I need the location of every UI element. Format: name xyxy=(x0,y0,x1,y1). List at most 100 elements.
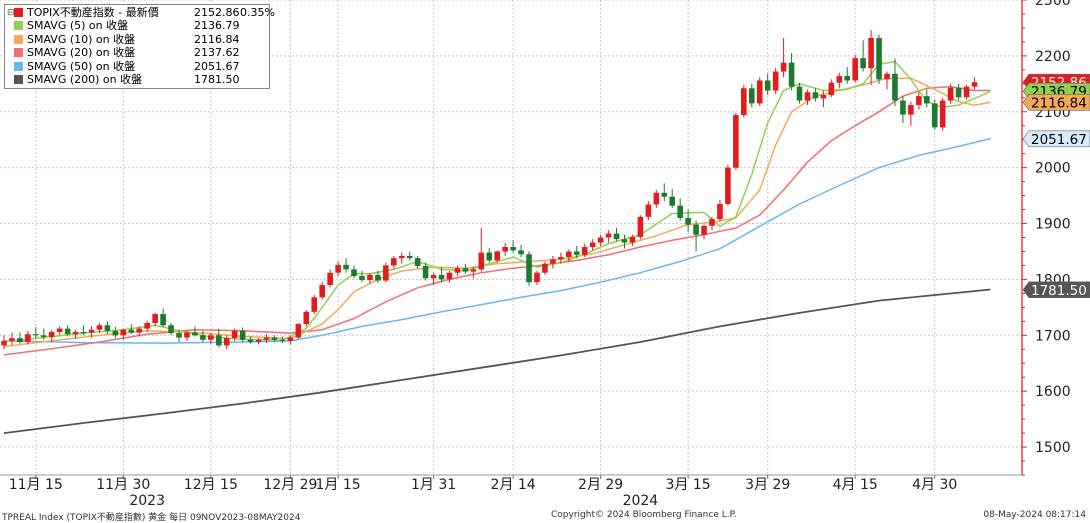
candle-body xyxy=(462,268,469,272)
x-tick-label: 2月 14 xyxy=(491,477,536,493)
candle-body xyxy=(717,203,723,220)
candle-body xyxy=(494,251,501,261)
candle-body xyxy=(764,80,771,91)
candle-body xyxy=(581,247,588,255)
candle-body xyxy=(390,258,397,266)
candle-body xyxy=(534,272,540,283)
candle-body xyxy=(33,334,39,336)
footer-copyright: Copyright© 2024 Bloomberg Finance L.P. xyxy=(551,510,737,520)
candle-body xyxy=(931,103,938,128)
candle-body xyxy=(335,264,341,273)
candle-body xyxy=(828,82,835,95)
candle-body xyxy=(637,216,644,237)
candle-body xyxy=(542,263,548,273)
x-tick-label: 1月 31 xyxy=(411,477,456,493)
legend-item-sma200[interactable]: SMAVG (200) on 收盤 1781.50 xyxy=(8,73,266,86)
legend-value: 2152.86 xyxy=(194,6,240,19)
candle-body xyxy=(526,254,532,283)
footer-timestamp: 08-May-2024 08:17:14 xyxy=(983,510,1086,520)
legend-item-sma20[interactable]: SMAVG (20) on 收盤 2137.62 xyxy=(8,46,266,59)
legend-label: SMAVG (10) on 收盤 xyxy=(27,32,136,46)
legend-swatch xyxy=(14,48,23,58)
legend-value: 2136.79 xyxy=(194,19,240,33)
candle-body xyxy=(144,323,150,329)
candle-body xyxy=(454,268,461,273)
candle-body xyxy=(701,225,707,235)
candle-body xyxy=(263,337,270,340)
candle-body xyxy=(48,331,55,337)
candle-body xyxy=(804,92,811,101)
legend-swatch xyxy=(14,61,23,71)
price-tag: 1781.50 xyxy=(1022,281,1090,299)
candle-body xyxy=(613,233,620,240)
candle-body xyxy=(1,340,7,346)
candle-body xyxy=(112,330,119,336)
candle-body xyxy=(120,329,127,336)
candle-body xyxy=(955,87,962,98)
legend-item-price[interactable]: ⊟ TOPIX不動産指数 - 最新價 2152.86 0.35% xyxy=(7,6,275,19)
sma200-line xyxy=(3,288,991,434)
x-tick-label: 3月 29 xyxy=(745,477,790,493)
candle-body xyxy=(327,272,333,285)
candle-body xyxy=(343,264,349,270)
candle-body xyxy=(518,250,524,255)
year-label: 2024 xyxy=(623,493,659,509)
sma20-line xyxy=(3,85,991,356)
chart-legend[interactable]: ⊟ TOPIX不動産指数 - 最新價 2152.86 0.35% SMAVG (5) o… xyxy=(4,4,275,90)
price-tag-box xyxy=(1022,130,1090,148)
x-tick-label: 11月 15 xyxy=(9,477,63,493)
candle-body xyxy=(685,217,691,225)
legend-label: SMAVG (5) on 收盤 xyxy=(27,19,129,33)
candle-body xyxy=(796,86,803,101)
candle-body xyxy=(860,58,866,69)
candle-body xyxy=(947,87,954,101)
candle-body xyxy=(788,62,795,87)
candle-body xyxy=(916,96,922,106)
candle-body xyxy=(645,204,652,217)
collapse-icon[interactable]: ⊟ xyxy=(7,8,15,18)
candle-body xyxy=(287,337,294,341)
legend-label: SMAVG (200) on 收盤 xyxy=(27,72,143,86)
x-tick-label: 1月 15 xyxy=(316,477,361,493)
candle-body xyxy=(669,196,676,206)
candle-body xyxy=(923,96,930,104)
candle-body xyxy=(589,242,596,247)
candle-body xyxy=(383,265,389,281)
candle-body xyxy=(271,337,278,340)
candle-body xyxy=(884,73,890,80)
candle-body xyxy=(279,339,286,341)
candle-body xyxy=(780,62,787,72)
year-label: 2023 xyxy=(129,493,165,509)
candle-body xyxy=(661,192,668,197)
candle-body xyxy=(17,338,23,342)
candle-body xyxy=(96,325,103,330)
candle-body xyxy=(359,276,365,280)
legend-value: 2051.67 xyxy=(194,59,240,73)
candle-body xyxy=(725,167,731,204)
legend-item-sma5[interactable]: SMAVG (5) on 收盤 2136.79 xyxy=(8,19,266,32)
candle-body xyxy=(470,269,477,272)
candle-body xyxy=(653,192,660,205)
candle-body xyxy=(852,58,858,81)
candle-body xyxy=(748,88,755,104)
price-tag-box xyxy=(1022,281,1090,299)
candle-body xyxy=(136,328,143,333)
candle-body xyxy=(486,252,493,261)
moving-average-lines xyxy=(3,60,991,434)
y-tick-label: 1900 xyxy=(1035,217,1071,233)
candle-body xyxy=(255,339,262,342)
candle-body xyxy=(319,285,325,298)
candle-body xyxy=(104,325,111,331)
candle-body xyxy=(836,76,843,83)
candle-body xyxy=(573,251,580,255)
candle-body xyxy=(398,255,405,259)
candle-body xyxy=(939,100,946,128)
x-tick-label: 12月 15 xyxy=(184,477,238,493)
x-tick-label: 4月 15 xyxy=(833,477,878,493)
footer-index-info: TPREAL Index (TOPIX不動産指數) 黄金 每日 09NOV202… xyxy=(2,513,301,523)
legend-item-sma10[interactable]: SMAVG (10) on 收盤 2116.84 xyxy=(8,33,266,46)
candle-body xyxy=(422,266,429,279)
candlesticks xyxy=(1,30,978,350)
legend-item-sma50[interactable]: SMAVG (50) on 收盤 2051.67 xyxy=(8,60,266,73)
